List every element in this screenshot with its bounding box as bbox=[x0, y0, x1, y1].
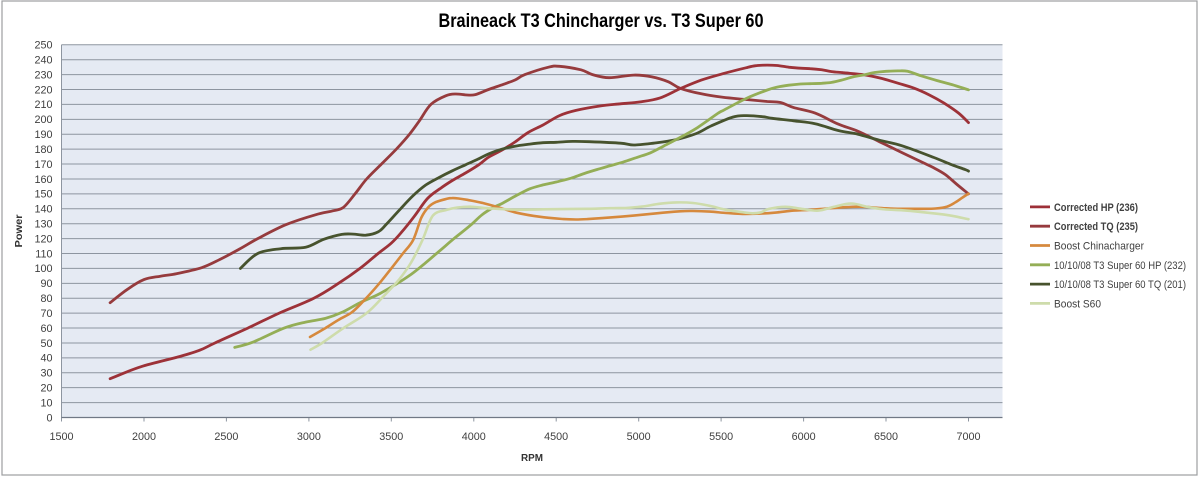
svg-text:90: 90 bbox=[40, 278, 52, 290]
svg-text:4000: 4000 bbox=[462, 431, 486, 443]
svg-text:200: 200 bbox=[34, 114, 52, 126]
svg-text:2000: 2000 bbox=[132, 431, 156, 443]
svg-text:250: 250 bbox=[34, 40, 52, 52]
svg-text:70: 70 bbox=[40, 308, 52, 320]
svg-text:Corrected TQ (235): Corrected TQ (235) bbox=[1054, 221, 1138, 233]
svg-text:10: 10 bbox=[40, 397, 52, 409]
svg-text:Corrected HP (236): Corrected HP (236) bbox=[1054, 202, 1138, 214]
svg-text:150: 150 bbox=[34, 189, 52, 201]
svg-text:170: 170 bbox=[34, 159, 52, 171]
svg-text:Power: Power bbox=[13, 215, 25, 248]
svg-text:190: 190 bbox=[34, 129, 52, 141]
svg-text:120: 120 bbox=[34, 233, 52, 245]
svg-text:180: 180 bbox=[34, 144, 52, 156]
svg-text:50: 50 bbox=[40, 338, 52, 350]
svg-text:80: 80 bbox=[40, 293, 52, 305]
svg-text:130: 130 bbox=[34, 219, 52, 231]
svg-text:Braineack T3 Chincharger vs. T: Braineack T3 Chincharger vs. T3 Super 60 bbox=[439, 10, 764, 32]
svg-text:160: 160 bbox=[34, 174, 52, 186]
svg-text:0: 0 bbox=[46, 412, 52, 424]
svg-text:110: 110 bbox=[35, 248, 52, 260]
svg-text:6500: 6500 bbox=[874, 431, 898, 443]
svg-text:7000: 7000 bbox=[956, 431, 980, 443]
svg-text:Boost S60: Boost S60 bbox=[1054, 298, 1101, 310]
svg-text:Boost Chinacharger: Boost Chinacharger bbox=[1054, 241, 1144, 253]
svg-text:140: 140 bbox=[34, 204, 52, 216]
svg-text:6000: 6000 bbox=[792, 431, 816, 443]
svg-text:10/10/08 T3 Super 60 TQ (201): 10/10/08 T3 Super 60 TQ (201) bbox=[1054, 279, 1186, 291]
svg-text:240: 240 bbox=[34, 55, 52, 67]
svg-text:1500: 1500 bbox=[49, 431, 73, 443]
svg-text:210: 210 bbox=[34, 99, 52, 111]
svg-text:3500: 3500 bbox=[379, 431, 403, 443]
svg-text:20: 20 bbox=[40, 383, 52, 395]
svg-text:100: 100 bbox=[34, 263, 52, 275]
svg-text:3000: 3000 bbox=[297, 431, 321, 443]
svg-text:60: 60 bbox=[40, 323, 52, 335]
svg-text:2500: 2500 bbox=[214, 431, 238, 443]
svg-text:230: 230 bbox=[34, 69, 52, 81]
svg-text:10/10/08 T3 Super 60 HP (232): 10/10/08 T3 Super 60 HP (232) bbox=[1054, 260, 1186, 272]
svg-text:30: 30 bbox=[40, 368, 52, 380]
svg-text:5000: 5000 bbox=[627, 431, 651, 443]
svg-text:RPM: RPM bbox=[521, 452, 543, 464]
svg-text:5500: 5500 bbox=[709, 431, 733, 443]
svg-text:220: 220 bbox=[34, 84, 52, 96]
svg-text:40: 40 bbox=[40, 353, 52, 365]
svg-text:4500: 4500 bbox=[544, 431, 568, 443]
